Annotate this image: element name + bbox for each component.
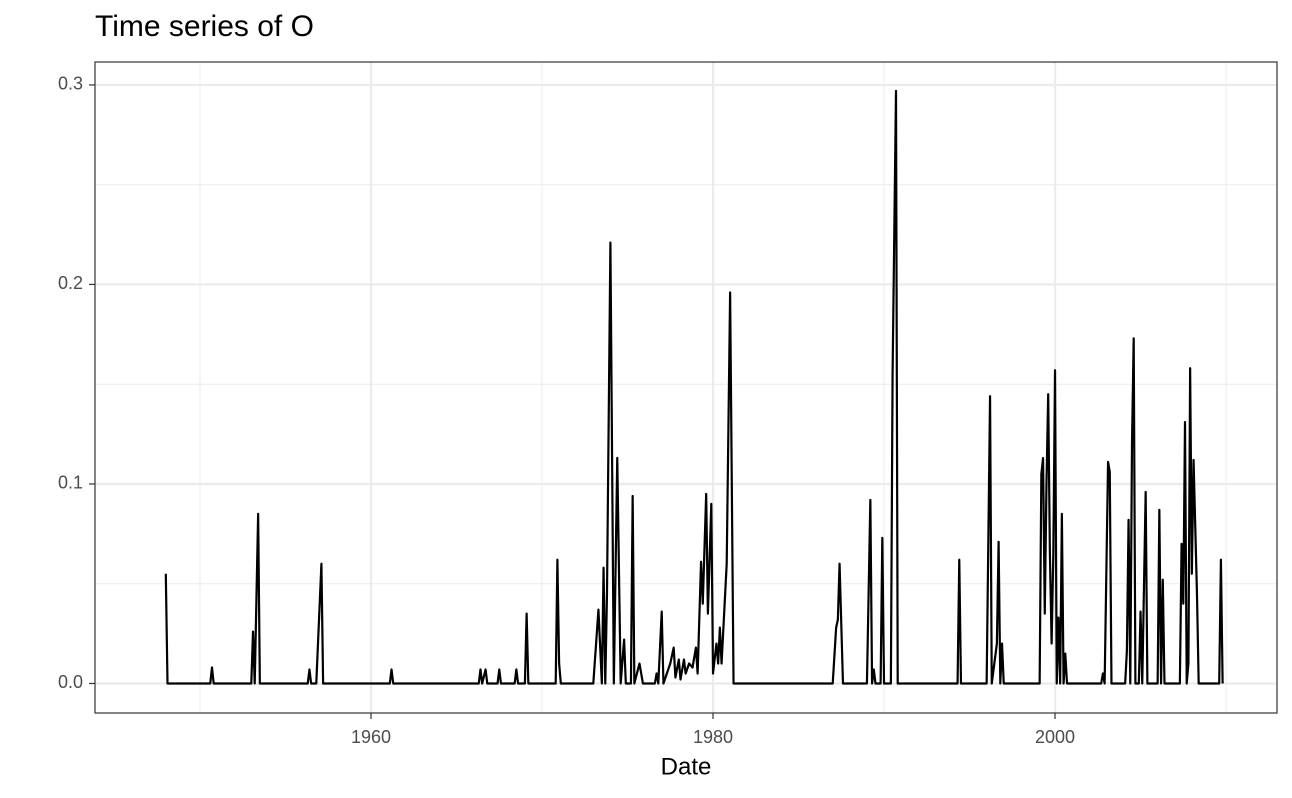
- x-axis-label: Date: [661, 753, 712, 780]
- x-tick-label: 1960: [351, 727, 391, 747]
- data-line: [164, 89, 1224, 685]
- y-tick-label: 0.0: [58, 672, 83, 692]
- y-tick-label: 0.2: [58, 273, 83, 293]
- chart-title: Time series of O: [95, 10, 314, 43]
- x-tick-label: 1980: [693, 727, 733, 747]
- x-tick-label: 2000: [1035, 727, 1075, 747]
- panel-border: [94, 61, 1278, 714]
- y-tick-label: 0.3: [58, 74, 83, 94]
- y-tick-label: 0.1: [58, 473, 83, 493]
